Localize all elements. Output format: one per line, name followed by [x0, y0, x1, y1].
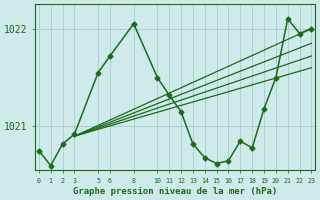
X-axis label: Graphe pression niveau de la mer (hPa): Graphe pression niveau de la mer (hPa) — [73, 187, 277, 196]
